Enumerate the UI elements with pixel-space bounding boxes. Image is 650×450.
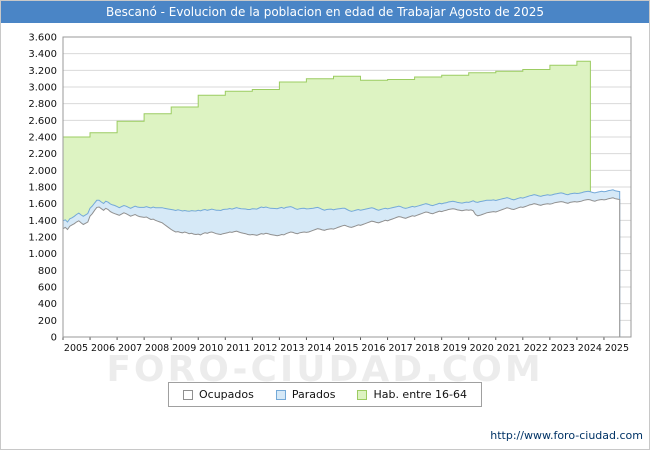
legend-item-ocupados: Ocupados: [182, 388, 254, 401]
svg-text:200: 200: [38, 316, 57, 327]
svg-text:1.600: 1.600: [28, 199, 57, 210]
svg-text:2022: 2022: [524, 343, 548, 354]
svg-text:2009: 2009: [172, 343, 196, 354]
legend-swatch-hab: [357, 389, 368, 400]
svg-text:400: 400: [38, 299, 57, 310]
svg-text:2.800: 2.800: [28, 99, 57, 110]
svg-text:3.200: 3.200: [28, 66, 57, 77]
svg-text:2017: 2017: [388, 343, 412, 354]
svg-text:2.000: 2.000: [28, 166, 57, 177]
svg-text:2010: 2010: [199, 343, 223, 354]
svg-text:600: 600: [38, 283, 57, 294]
legend-item-parados: Parados: [275, 388, 336, 401]
svg-text:1.000: 1.000: [28, 249, 57, 260]
svg-text:2.200: 2.200: [28, 149, 57, 160]
svg-text:2023: 2023: [551, 343, 575, 354]
svg-text:2005: 2005: [64, 343, 88, 354]
svg-text:2013: 2013: [280, 343, 304, 354]
svg-text:3.000: 3.000: [28, 83, 57, 94]
chart-title: Bescanó - Evolucion de la poblacion en e…: [106, 5, 544, 19]
legend-label-parados: Parados: [291, 388, 336, 401]
svg-text:2008: 2008: [145, 343, 169, 354]
svg-text:2025: 2025: [605, 343, 629, 354]
chart-legend: Ocupados Parados Hab. entre 16-64: [167, 382, 483, 407]
svg-text:2006: 2006: [91, 343, 115, 354]
svg-text:1.800: 1.800: [28, 183, 57, 194]
svg-text:2020: 2020: [470, 343, 494, 354]
svg-text:0: 0: [51, 333, 57, 344]
svg-text:800: 800: [38, 266, 57, 277]
svg-text:2024: 2024: [578, 343, 602, 354]
svg-text:2018: 2018: [416, 343, 440, 354]
legend-label-hab: Hab. entre 16-64: [373, 388, 468, 401]
svg-text:2.400: 2.400: [28, 133, 57, 144]
legend-label-ocupados: Ocupados: [198, 388, 254, 401]
svg-text:1.200: 1.200: [28, 233, 57, 244]
legend-swatch-ocupados: [182, 389, 193, 400]
svg-text:2016: 2016: [361, 343, 385, 354]
svg-text:3.400: 3.400: [28, 49, 57, 60]
chart-title-bar: Bescanó - Evolucion de la poblacion en e…: [1, 1, 649, 23]
svg-text:2021: 2021: [497, 343, 521, 354]
svg-text:2.600: 2.600: [28, 116, 57, 127]
legend-swatch-parados: [275, 389, 286, 400]
population-chart: 0 200 400 600 800 1.000 1.200 1.400 1.600 1.800 2.…: [28, 33, 632, 354]
svg-text:3.600: 3.600: [28, 33, 57, 44]
legend-item-hab: Hab. entre 16-64: [357, 388, 467, 401]
svg-text:1.400: 1.400: [28, 216, 57, 227]
svg-text:2007: 2007: [118, 343, 142, 354]
svg-text:2011: 2011: [226, 343, 250, 354]
svg-text:2014: 2014: [307, 343, 331, 354]
svg-text:2015: 2015: [334, 343, 358, 354]
footer-url-link[interactable]: http://www.foro-ciudad.com: [490, 429, 643, 442]
svg-text:2012: 2012: [253, 343, 277, 354]
svg-text:2019: 2019: [443, 343, 467, 354]
